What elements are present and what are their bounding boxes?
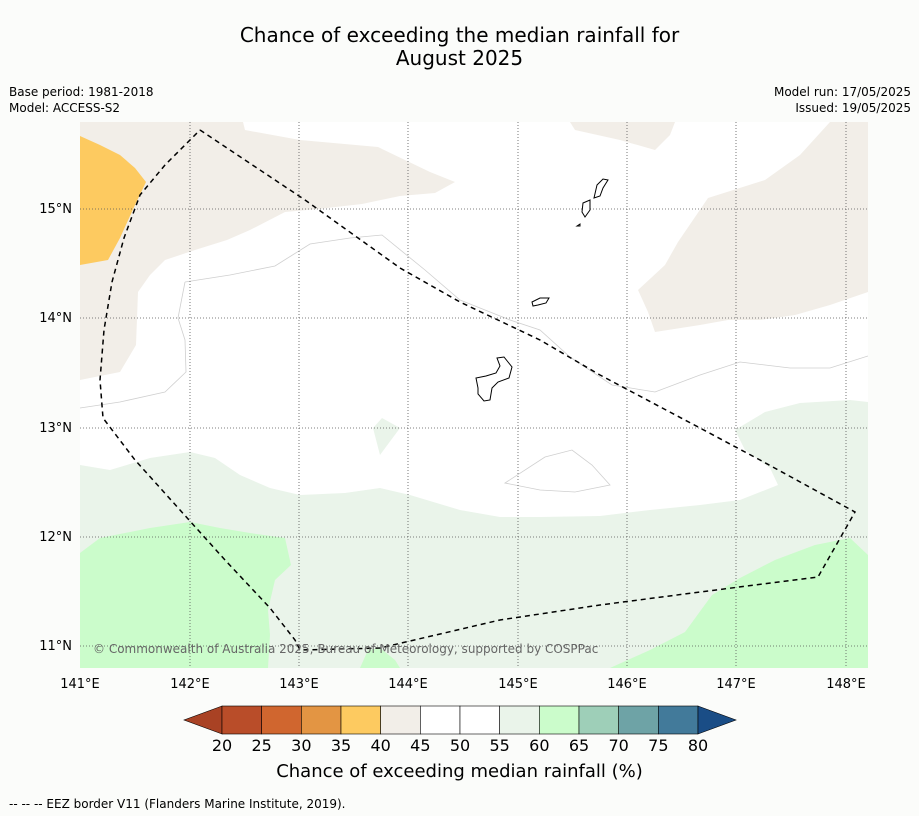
region-35-40 <box>80 136 146 265</box>
lon-tick-label: 145°E <box>498 677 538 692</box>
lon-tick-label: 146°E <box>607 677 647 692</box>
colorbar-tick-label: 35 <box>331 736 351 755</box>
colorbar: 20 25 30 35 40 45 50 55 60 65 70 75 80 <box>183 705 737 755</box>
colorbar-tick-label: 20 <box>212 736 232 755</box>
colorbar-title: Chance of exceeding median rainfall (%) <box>276 761 643 782</box>
copyright-text: © Commonwealth of Australia 2025, Bureau… <box>93 642 598 656</box>
model-label: Model: ACCESS-S2 <box>9 101 121 115</box>
colorbar-tick-label: 60 <box>529 736 549 755</box>
colorbar-tick-label: 30 <box>291 736 311 755</box>
island-guam <box>475 356 513 402</box>
colorbar-tick-label: 80 <box>688 736 708 755</box>
colorbar-high-extension <box>697 705 737 735</box>
lat-tick-label: 15°N <box>39 202 72 217</box>
colorbar-segment <box>340 705 381 735</box>
island-rota <box>531 297 550 307</box>
colorbar-tick-label: 50 <box>450 736 470 755</box>
title-line-2: August 2025 <box>395 46 524 70</box>
graticule <box>80 122 868 668</box>
region-60-65-southwest <box>80 522 291 668</box>
region-55-60-small <box>373 418 400 455</box>
island-saipan <box>593 178 609 199</box>
region-40-45-northeast <box>638 122 868 332</box>
island-tinian <box>581 199 591 218</box>
colorbar-segment <box>221 705 262 735</box>
colorbar-tick-label: 40 <box>370 736 390 755</box>
issued-label: Issued: 19/05/2025 <box>795 101 911 115</box>
colorbar-segment <box>578 705 619 735</box>
lon-tick-label: 147°E <box>716 677 756 692</box>
colorbar-segment <box>459 705 500 735</box>
region-40-45-northwest <box>80 122 455 380</box>
base-period-label: Base period: 1981-2018 <box>9 85 154 99</box>
colorbar-segment <box>539 705 580 735</box>
lon-tick-label: 142°E <box>170 677 210 692</box>
title-line-1: Chance of exceeding the median rainfall … <box>239 23 680 47</box>
latitude-labels: 15°N 14°N 13°N 12°N 11°N <box>39 202 72 654</box>
colorbar-segment <box>499 705 540 735</box>
lat-tick-label: 12°N <box>39 530 72 545</box>
colorbar-segment <box>618 705 659 735</box>
island-aguijan <box>575 223 581 227</box>
colorbar-segment <box>261 705 302 735</box>
eez-legend-note: -- -- -- EEZ border V11 (Flanders Marine… <box>9 797 346 811</box>
colorbar-segment <box>658 705 699 735</box>
colorbar-tick-label: 75 <box>648 736 668 755</box>
region-55-60-south <box>80 400 868 668</box>
lon-tick-label: 143°E <box>279 677 319 692</box>
colorbar-tick-label: 65 <box>569 736 589 755</box>
colorbar-tick-label: 45 <box>410 736 430 755</box>
region-60-65-south <box>360 648 400 668</box>
colorbar-segment <box>420 705 461 735</box>
lat-tick-label: 11°N <box>39 639 72 654</box>
islands <box>475 178 609 402</box>
model-run-label: Model run: 17/05/2025 <box>773 85 911 99</box>
colorbar-tick-label: 25 <box>251 736 271 755</box>
colorbar-tick-label: 70 <box>608 736 628 755</box>
colorbar-segment <box>301 705 342 735</box>
longitude-labels: 141°E 142°E 143°E 144°E 145°E 146°E 147°E 148°E <box>60 677 866 692</box>
contour-50 <box>184 234 868 393</box>
eez-border <box>99 129 857 651</box>
lon-tick-label: 141°E <box>60 677 100 692</box>
lat-tick-label: 13°N <box>39 421 72 436</box>
contour-55-inner <box>503 449 611 493</box>
colorbar-segment <box>380 705 421 735</box>
contour-50-left <box>80 281 187 409</box>
colorbar-low-extension <box>183 705 223 735</box>
lat-tick-label: 14°N <box>39 311 72 326</box>
lon-tick-label: 148°E <box>826 677 866 692</box>
region-40-45-north <box>570 122 675 150</box>
colorbar-tick-label: 55 <box>489 736 509 755</box>
lon-tick-label: 144°E <box>388 677 428 692</box>
probability-field <box>80 122 868 668</box>
region-60-65-southeast <box>610 538 868 668</box>
